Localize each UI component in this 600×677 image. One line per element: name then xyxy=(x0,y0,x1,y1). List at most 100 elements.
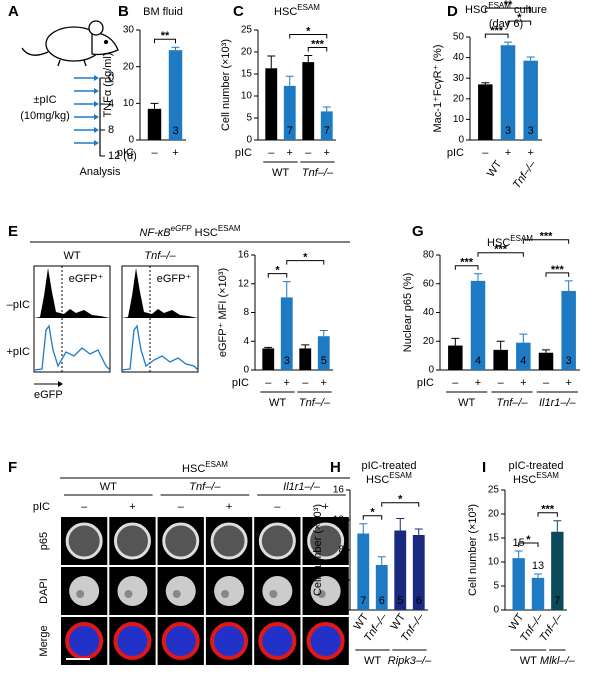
group-label: Mlkl–/– xyxy=(540,655,576,667)
condition-label: – xyxy=(274,501,281,513)
x-tick-label: – xyxy=(151,147,158,159)
bar xyxy=(470,280,486,370)
error-bar xyxy=(553,520,562,532)
injection-arrowhead xyxy=(94,75,99,81)
y-tick-label: 0 xyxy=(493,605,499,616)
bar xyxy=(523,60,538,140)
y-axis-label: Cell number (×10³) xyxy=(220,39,232,131)
chart-title: HSCESAM xyxy=(366,471,412,486)
y-tick-label: 12 xyxy=(333,515,345,526)
error-bar xyxy=(542,349,550,353)
treatment-label: pIC xyxy=(33,501,50,513)
error-bar xyxy=(481,82,490,85)
n-label: 3 xyxy=(172,125,178,137)
cell-dapi xyxy=(262,576,293,606)
n-label: 5 xyxy=(321,355,327,367)
y-tick-label: 50 xyxy=(453,32,465,43)
panel-letter: H xyxy=(330,459,341,476)
error-bar xyxy=(396,518,405,531)
y-tick-label: 4 xyxy=(243,336,249,347)
bar xyxy=(512,558,525,610)
significance-bracket xyxy=(289,34,328,39)
bar xyxy=(500,45,516,140)
bar xyxy=(280,297,293,370)
group-label: Ripk3–/– xyxy=(388,655,432,667)
histogram-treated xyxy=(33,324,111,371)
condition-label: + xyxy=(322,501,328,513)
error-bar xyxy=(534,573,542,578)
nucleus-spot xyxy=(172,590,181,598)
significance-bracket xyxy=(286,260,325,265)
chart-title: pIC-treated xyxy=(508,460,563,472)
y-tick-label: 10 xyxy=(453,114,465,125)
chart-title: HSCESAM culture xyxy=(465,1,547,16)
genotype-label: WT xyxy=(100,481,117,493)
cell-dapi xyxy=(165,576,196,606)
bar xyxy=(478,84,493,140)
significance-bracket xyxy=(518,542,539,547)
n-label: 7 xyxy=(305,125,311,137)
x-tick-label: + xyxy=(324,147,330,159)
x-tick-label: + xyxy=(505,147,511,159)
dose-label: (10mg/kg) xyxy=(20,110,70,122)
y-tick-label: 5 xyxy=(493,581,499,592)
text-segment: HSC xyxy=(465,4,488,16)
y-tick-label: 40 xyxy=(453,52,465,63)
x-row-label: pIC xyxy=(235,147,252,159)
error-bar xyxy=(267,55,276,69)
y-tick-label: 0 xyxy=(338,605,344,616)
row-label: +pIC xyxy=(6,346,30,358)
error-bar xyxy=(504,41,512,46)
error-bar xyxy=(285,75,294,86)
y-axis-label: Nuclear p65 (%) xyxy=(402,273,414,352)
bar xyxy=(516,342,531,370)
stain-label: p65 xyxy=(38,532,50,550)
histogram-frame xyxy=(33,265,111,373)
mouse-icon xyxy=(21,20,119,67)
error-bar xyxy=(514,550,523,559)
axis-arrowhead xyxy=(58,381,63,387)
group-label: WT xyxy=(272,167,289,179)
x-tick-label: + xyxy=(475,377,481,389)
bar xyxy=(394,530,407,610)
bar xyxy=(265,68,278,140)
text-segment: HSC xyxy=(274,6,297,18)
significance-label: *** xyxy=(540,231,554,243)
x-row-label: pIC xyxy=(447,147,464,159)
cell-dapi xyxy=(310,576,341,606)
timepoint-label: 8 xyxy=(108,124,114,136)
y-tick-label: 4 xyxy=(338,575,344,586)
x-tick-label: – xyxy=(268,147,275,159)
significance-bracket xyxy=(545,272,570,277)
significance-bracket xyxy=(154,38,176,44)
histogram-untreated xyxy=(34,268,110,318)
significance-bracket xyxy=(537,512,558,517)
cell-p65 xyxy=(307,522,345,560)
y-axis-label: Cell number (×10³) xyxy=(312,504,324,596)
significance-label: *** xyxy=(460,257,474,269)
cell-merge xyxy=(161,622,200,660)
y-tick-label: 16 xyxy=(238,250,250,261)
n-label: 7 xyxy=(554,595,560,607)
genotype-label: Il1r1–/– xyxy=(283,481,321,493)
text-segment: ESAM xyxy=(536,471,559,480)
error-bar xyxy=(171,46,180,51)
significance-bracket xyxy=(362,515,383,520)
n-label: 7 xyxy=(324,125,330,137)
bar xyxy=(538,352,554,370)
chart-title: pIC-treated xyxy=(361,460,416,472)
error-bar xyxy=(564,280,573,291)
y-tick-label: 20 xyxy=(123,61,135,72)
y-tick-label: 60 xyxy=(423,278,435,289)
bar xyxy=(531,577,545,610)
n-label: 6 xyxy=(379,595,385,607)
text-segment: HSC xyxy=(487,237,510,249)
y-tick-label: 0 xyxy=(428,365,434,376)
bar xyxy=(320,111,333,140)
bar xyxy=(299,348,312,370)
cell-merge xyxy=(113,622,152,660)
y-tick-label: 5 xyxy=(246,113,252,124)
histogram-untreated xyxy=(122,268,198,318)
error-bar xyxy=(451,337,460,346)
cell-p65 xyxy=(258,522,296,560)
